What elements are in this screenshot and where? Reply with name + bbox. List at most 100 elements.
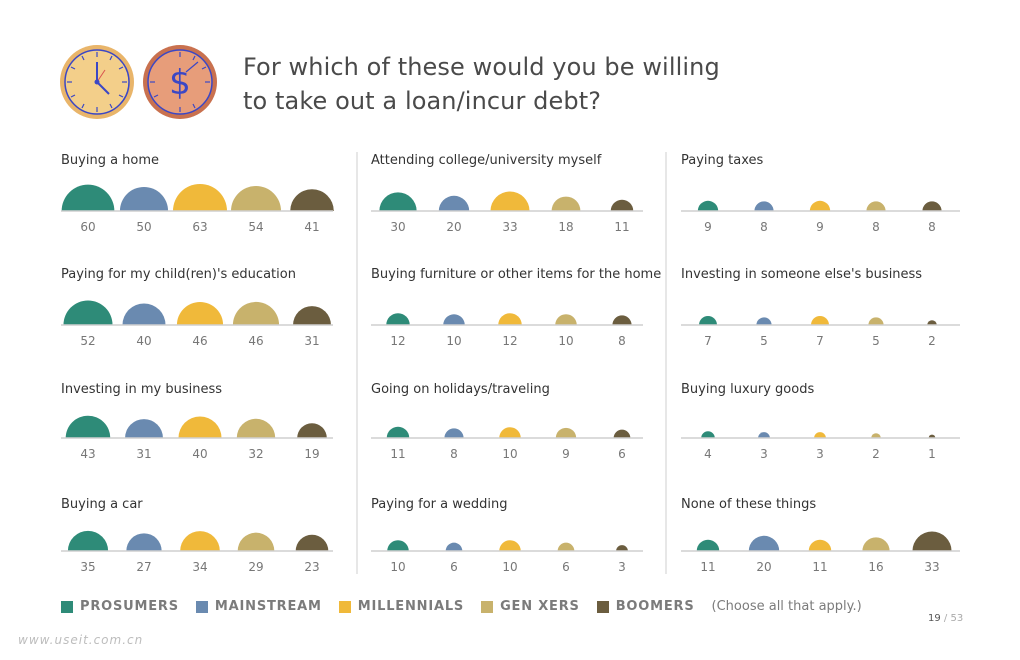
legend-swatch (61, 600, 73, 613)
chart-panel: Buying a home 60 50 63 54 41 (61, 153, 334, 234)
data-label: 12 (390, 334, 405, 348)
semicircle-mark (557, 542, 575, 551)
data-label: 10 (390, 560, 405, 574)
semicircle-mark (697, 200, 719, 211)
semicircle-mark (613, 429, 631, 438)
semicircle-mark (928, 434, 936, 438)
semicircle-mark (438, 195, 470, 211)
data-label: 8 (928, 220, 936, 234)
panel-title: Paying for a wedding (371, 497, 508, 512)
semicircle-mark (290, 189, 334, 211)
semicircle-mark (119, 186, 169, 211)
data-label: 20 (446, 220, 461, 234)
chart-panel: Paying for a wedding 10 6 10 6 3 (371, 497, 643, 574)
semicircle-mark (236, 418, 276, 438)
data-label: 12 (502, 334, 517, 348)
chart-panel: None of these things 11 20 11 16 33 (681, 497, 960, 574)
chart-panel: Investing in someone else's business 7 5 7 5… (681, 267, 960, 348)
page-number: 19 / 53 (928, 613, 964, 624)
semicircle-mark (809, 200, 831, 211)
semicircle-mark (176, 301, 224, 325)
semicircle-mark (387, 540, 409, 551)
semicircle-mark (386, 426, 410, 438)
semicircle-mark (498, 313, 522, 325)
semicircle-mark (67, 530, 109, 551)
data-label: 23 (304, 560, 319, 574)
semicircle-mark (612, 315, 632, 325)
legend-note: (Choose all that apply.) (711, 599, 862, 614)
data-label: 33 (924, 560, 939, 574)
semicircle-mark (748, 535, 780, 551)
legend: PROSUMERS MAINSTREAM MILLENNIALS GEN XER… (61, 599, 862, 614)
data-label: 5 (760, 334, 768, 348)
semicircle-mark (862, 537, 890, 551)
data-label: 6 (450, 560, 458, 574)
data-label: 3 (816, 447, 824, 461)
data-label: 5 (872, 334, 880, 348)
data-label: 46 (248, 334, 263, 348)
chart-panel: Buying a car 35 27 34 29 23 (61, 497, 333, 574)
semicircle-mark (237, 532, 275, 551)
semicircle-mark (927, 320, 937, 325)
data-label: 60 (80, 220, 95, 234)
chart-panel: Going on holidays/traveling 11 8 10 9 6 (371, 382, 643, 461)
semicircle-mark (699, 316, 717, 325)
svg-text:$: $ (169, 63, 191, 103)
data-label: 50 (136, 220, 151, 234)
legend-label: PROSUMERS (80, 599, 179, 614)
legend-item-millennials: MILLENNIALS (338, 599, 464, 614)
data-label: 46 (192, 334, 207, 348)
semicircle-mark (232, 301, 280, 325)
semicircle-mark (125, 419, 163, 438)
data-label: 18 (558, 220, 573, 234)
chart-panel: Attending college/university myself 30 20 3… (371, 153, 643, 234)
data-label: 9 (704, 220, 712, 234)
data-label: 33 (502, 220, 517, 234)
semicircle-mark (63, 300, 113, 325)
data-label: 9 (562, 447, 570, 461)
semicircle-mark (555, 314, 577, 325)
data-label: 4 (704, 447, 712, 461)
chart-panel: Buying furniture or other items for the … (371, 267, 661, 348)
semicircle-mark (868, 317, 884, 325)
panel-title: Paying taxes (681, 153, 764, 168)
data-label: 2 (928, 334, 936, 348)
semicircle-mark (379, 192, 417, 211)
page-current: 19 (928, 613, 941, 624)
semicircle-mark (490, 191, 530, 211)
data-label: 41 (304, 220, 319, 234)
legend-swatch (481, 600, 494, 613)
data-label: 31 (304, 334, 319, 348)
data-label: 7 (704, 334, 712, 348)
legend-item-genxers: GEN XERS (481, 599, 580, 614)
data-label: 32 (248, 447, 263, 461)
data-label: 2 (872, 447, 880, 461)
data-label: 6 (562, 560, 570, 574)
watermark: www.useit.com.cn (18, 633, 144, 647)
data-label: 9 (816, 220, 824, 234)
semicircle-mark (754, 201, 774, 211)
data-label: 11 (812, 560, 827, 574)
semicircle-mark (499, 427, 521, 438)
data-label: 20 (756, 560, 771, 574)
data-label: 29 (248, 560, 263, 574)
semicircle-mark (173, 184, 227, 211)
semicircle-mark (445, 542, 463, 551)
data-label: 19 (304, 447, 319, 461)
legend-swatch (338, 600, 351, 613)
data-label: 1 (928, 447, 936, 461)
semicircle-mark (499, 540, 521, 551)
data-label: 8 (760, 220, 768, 234)
legend-swatch (195, 600, 208, 613)
chart-panel: Paying for my child(ren)'s education 52 40… (61, 267, 333, 348)
legend-item-mainstream: MAINSTREAM (195, 599, 322, 614)
panel-title: None of these things (681, 497, 816, 512)
dollar-icon: $ (142, 44, 218, 120)
data-label: 40 (136, 334, 151, 348)
panel-title: Attending college/university myself (371, 153, 602, 168)
semicircle-mark (180, 531, 220, 551)
data-label: 52 (80, 334, 95, 348)
panel-title: Investing in someone else's business (681, 267, 922, 282)
page-title: For which of these would you be willing … (243, 53, 720, 115)
semicircle-mark (386, 313, 410, 325)
